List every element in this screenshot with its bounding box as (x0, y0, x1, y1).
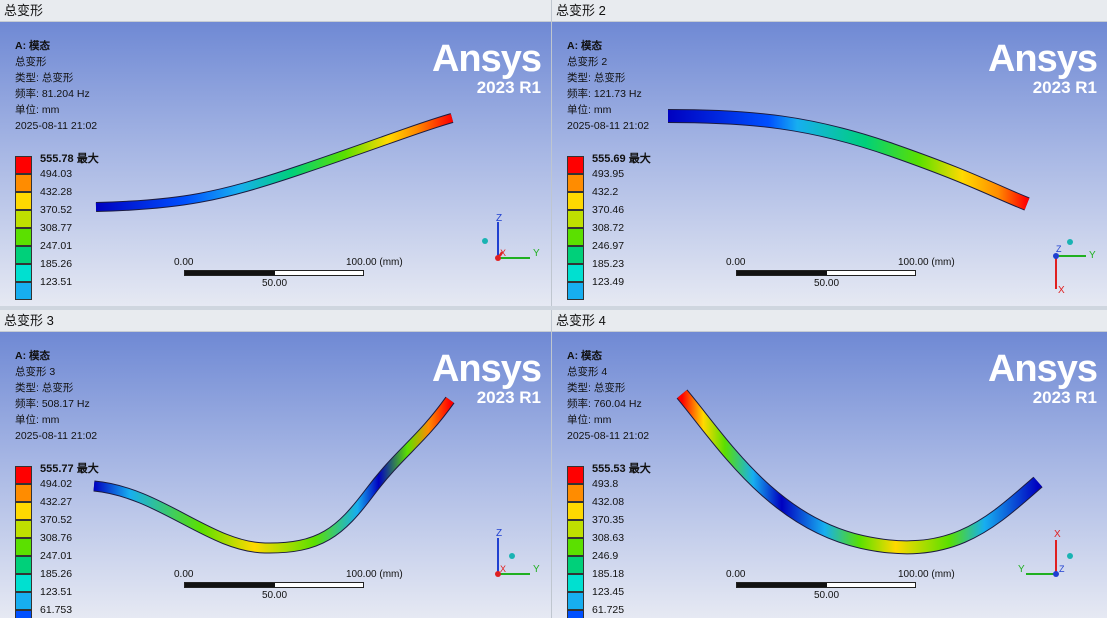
viewport-pane-1[interactable]: 总变形 A: 模态 总变形 类型: 总变形 频率: 81.204 Hz 单位: … (0, 0, 552, 306)
axis-triad[interactable]: Z Y X (478, 526, 542, 586)
result-info: A: 模态 总变形 4 类型: 总变形 频率: 760.04 Hz 单位: mm… (567, 350, 650, 442)
viewport-pane-4[interactable]: 总变形 4 A: 模态 总变形 4 类型: 总变形 频率: 760.04 Hz (552, 310, 1107, 618)
svg-text:Z: Z (496, 528, 502, 539)
pane-title: 总变形 (0, 0, 551, 22)
deformed-beam (95, 113, 454, 212)
axis-triad[interactable]: Z Y X (1036, 234, 1100, 296)
deformed-beam (93, 396, 455, 554)
legend-max: 555.69 最大 (592, 153, 651, 165)
svg-text:Z: Z (1059, 564, 1065, 574)
graphics-viewport[interactable]: A: 模态 总变形 2 类型: 总变形 频率: 121.73 Hz 单位: mm… (552, 22, 1107, 306)
axis-triad[interactable]: X Y Z (1018, 526, 1088, 588)
legend-max: 555.77 最大 (40, 463, 99, 475)
viewport-pane-3[interactable]: 总变形 3 A: 模态 总变形 3 类型: 总变形 频率: 508.17 Hz … (0, 310, 552, 618)
pane-title: 总变形 2 (552, 0, 1107, 22)
graphics-viewport[interactable]: A: 模态 总变形 类型: 总变形 频率: 81.204 Hz 单位: mm 2… (0, 22, 551, 306)
svg-text:X: X (1054, 529, 1061, 540)
ansys-logo: Ansys 2023 R1 (987, 348, 1098, 407)
svg-text:X: X (500, 248, 506, 258)
graphics-viewport[interactable]: A: 模态 总变形 3 类型: 总变形 频率: 508.17 Hz 单位: mm… (0, 332, 551, 618)
svg-text:Y: Y (1089, 250, 1096, 261)
axis-triad[interactable]: Z Y X (478, 212, 542, 272)
svg-text:X: X (1058, 285, 1065, 296)
svg-text:X: X (500, 564, 506, 574)
legend-max: 555.78 最大 (40, 153, 99, 165)
ansys-logo: Ansys 2023 R1 (987, 38, 1098, 97)
viewport-pane-2[interactable]: 总变形 2 A: 模态 总变形 2 类型: 总变形 频率: 121.73 Hz … (552, 0, 1107, 306)
svg-text:Z: Z (1056, 244, 1062, 254)
deformed-beam (676, 389, 1043, 555)
legend-max: 555.53 最大 (592, 463, 651, 475)
deformed-beam (667, 109, 1030, 211)
ansys-logo: Ansys 2023 R1 (431, 38, 542, 97)
svg-text:Z: Z (496, 213, 502, 224)
svg-text:Y: Y (533, 248, 540, 259)
svg-text:Y: Y (1018, 564, 1025, 575)
graphics-viewport[interactable]: A: 模态 总变形 4 类型: 总变形 频率: 760.04 Hz 单位: mm… (552, 332, 1107, 618)
result-info: A: 模态 总变形 2 类型: 总变形 频率: 121.73 Hz 单位: mm… (567, 40, 650, 132)
pane-title: 总变形 3 (0, 310, 551, 332)
pane-title: 总变形 4 (552, 310, 1107, 332)
result-info: A: 模态 总变形 类型: 总变形 频率: 81.204 Hz 单位: mm 2… (15, 40, 98, 132)
svg-text:Y: Y (533, 564, 540, 575)
ansys-logo: Ansys 2023 R1 (431, 348, 542, 407)
result-info: A: 模态 总变形 3 类型: 总变形 频率: 508.17 Hz 单位: mm… (15, 350, 98, 442)
